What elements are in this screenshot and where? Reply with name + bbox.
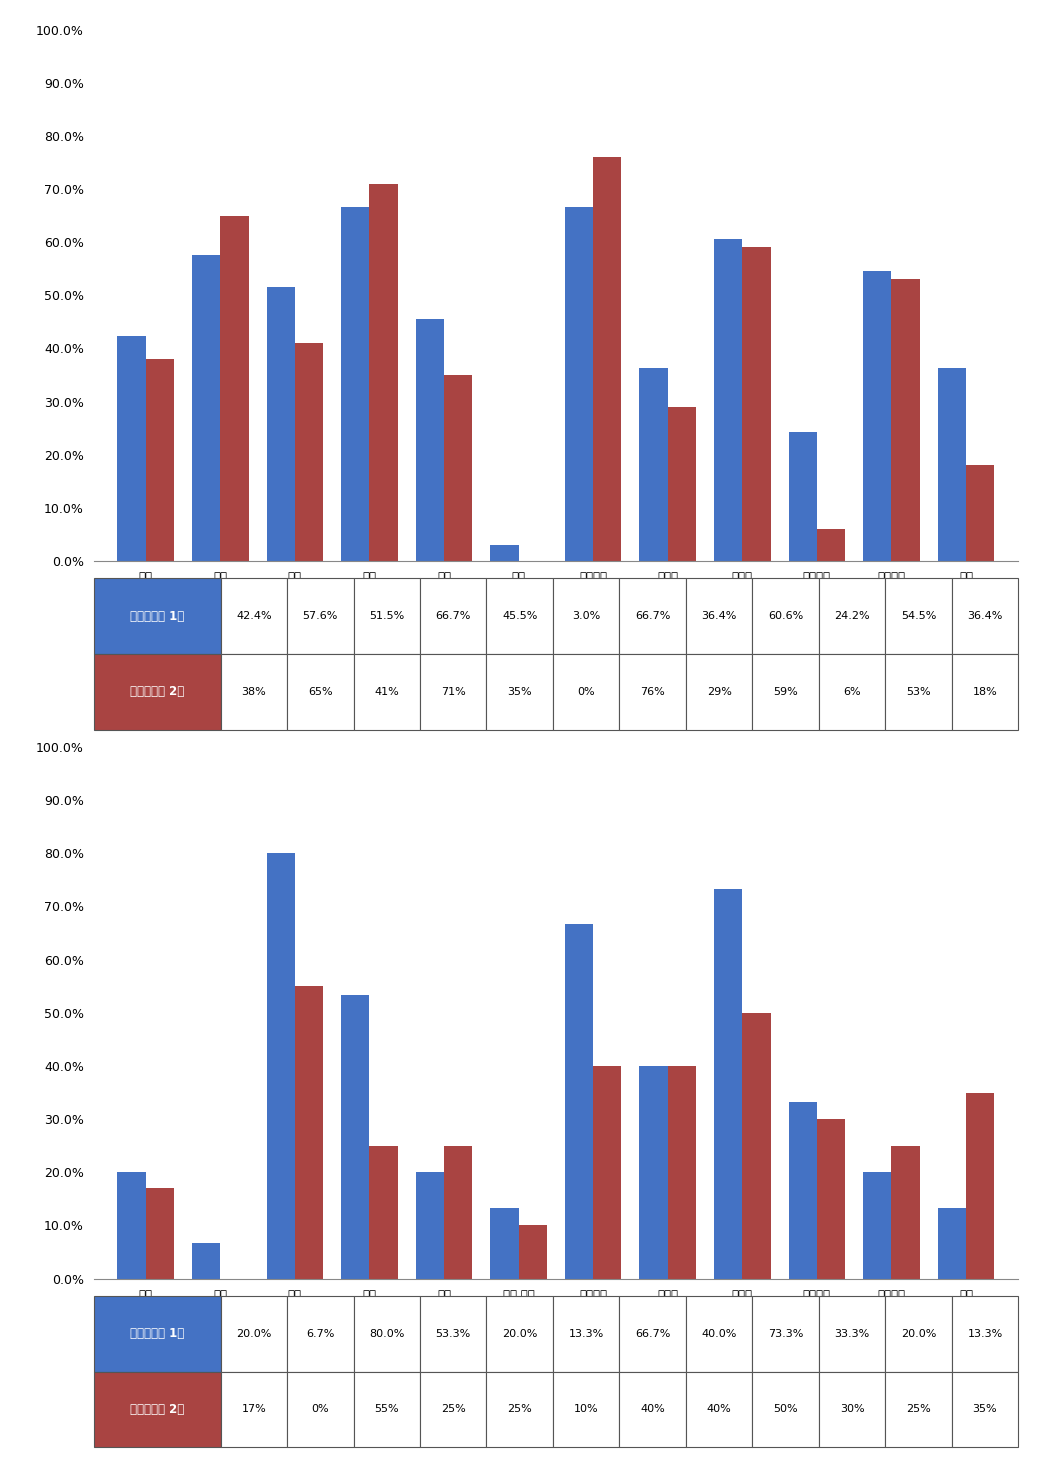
Bar <box>966 1093 994 1279</box>
Bar <box>817 1120 845 1279</box>
Bar <box>789 433 817 561</box>
Bar <box>789 1102 817 1279</box>
Bar <box>565 925 593 1279</box>
Bar <box>416 319 444 561</box>
Bar <box>490 545 518 561</box>
Bar <box>863 1173 891 1279</box>
Bar <box>593 1066 621 1279</box>
Bar <box>565 207 593 561</box>
Bar <box>117 1173 145 1279</box>
Bar <box>416 1173 444 1279</box>
Bar <box>267 288 295 561</box>
Bar <box>937 368 966 561</box>
Bar <box>117 335 145 561</box>
Bar <box>267 854 295 1279</box>
Bar <box>593 157 621 561</box>
Bar <box>937 1208 966 1279</box>
Bar <box>891 279 920 561</box>
Bar <box>370 183 398 561</box>
Bar <box>714 239 742 561</box>
Bar <box>295 343 323 561</box>
Bar <box>490 1208 518 1279</box>
Bar <box>714 889 742 1279</box>
Bar <box>668 406 696 561</box>
Bar <box>742 248 771 561</box>
Bar <box>863 272 891 561</box>
Bar <box>370 1146 398 1279</box>
Bar <box>220 216 248 561</box>
Bar <box>295 987 323 1279</box>
Bar <box>444 375 473 561</box>
Bar <box>518 1226 547 1279</box>
Bar <box>668 1066 696 1279</box>
Bar <box>145 359 175 561</box>
Bar <box>341 207 370 561</box>
Bar <box>192 1244 220 1279</box>
Bar <box>891 1146 920 1279</box>
Bar <box>145 1188 175 1279</box>
Bar <box>639 368 668 561</box>
Bar <box>966 465 994 561</box>
Bar <box>341 995 370 1279</box>
Bar <box>742 1013 771 1279</box>
Bar <box>192 256 220 561</box>
Bar <box>444 1146 473 1279</box>
Bar <box>639 1066 668 1279</box>
Bar <box>817 529 845 561</box>
